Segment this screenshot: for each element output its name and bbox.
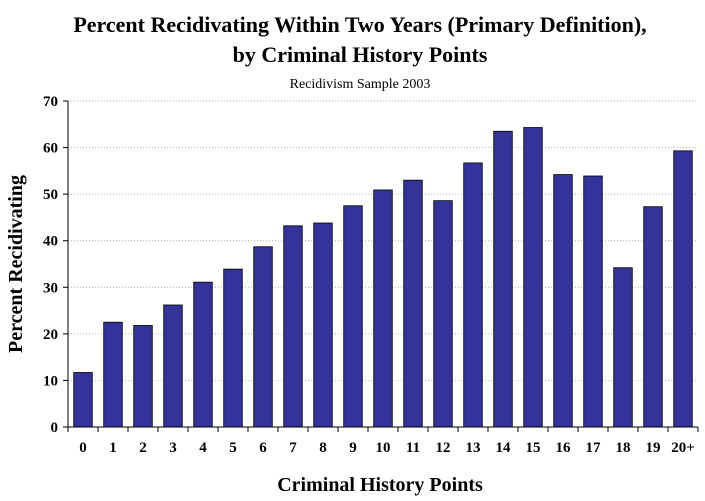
y-tick-label: 10	[43, 373, 58, 389]
bar-10	[373, 189, 393, 428]
y-tick-label: 30	[43, 280, 58, 296]
y-tick-label: 50	[43, 187, 58, 203]
bars-group	[73, 127, 693, 428]
x-tick-label: 6	[259, 440, 267, 456]
x-tick-label: 11	[406, 440, 420, 456]
x-tick-label: 8	[319, 440, 327, 456]
x-tick-label: 15	[526, 440, 541, 456]
y-axis-ticks: 0 10 20 30 40 50 60 70	[43, 94, 68, 436]
x-tick-label: 19	[646, 440, 661, 456]
x-tick-label: 9	[349, 440, 357, 456]
x-tick-label: 10	[376, 440, 391, 456]
bar-19	[643, 206, 663, 428]
bar-14	[493, 130, 513, 428]
bar-3	[163, 304, 183, 428]
x-tick-label: 2	[139, 440, 147, 456]
y-tick-label: 70	[43, 94, 58, 110]
bar-5	[223, 268, 243, 428]
y-axis-title: Percent Recidivating	[5, 175, 27, 353]
bar-6	[253, 246, 273, 428]
x-tick-label: 17	[586, 440, 602, 456]
x-tick-label: 18	[616, 440, 631, 456]
x-tick-label: 0	[79, 440, 87, 456]
chart-title-line-1: Percent Recidivating Within Two Years (P…	[73, 12, 646, 37]
bar-2	[133, 325, 153, 428]
x-tick-label: 5	[229, 440, 237, 456]
x-tick-label: 20+	[671, 440, 695, 456]
bar-13	[463, 162, 483, 428]
bar-9	[343, 205, 363, 428]
y-tick-label: 20	[43, 327, 58, 343]
bar-18	[613, 267, 633, 428]
bar-4	[193, 281, 213, 428]
x-tick-label: 7	[289, 440, 297, 456]
x-axis-ticks: 0 1 2 3 4 5 6 7 8 9 10 11 12 13 14 15 16 17 18 19 20+	[67, 427, 699, 456]
x-tick-label: 16	[556, 440, 572, 456]
y-tick-label: 60	[43, 141, 58, 157]
x-axis-title: Criminal History Points	[277, 474, 483, 496]
x-tick-label: 12	[436, 440, 451, 456]
chart-subtitle: Recidivism Sample 2003	[290, 77, 431, 92]
bar-0	[73, 372, 93, 428]
x-tick-label: 14	[496, 440, 512, 456]
x-tick-label: 13	[466, 440, 481, 456]
bar-16	[553, 174, 573, 428]
bar-1	[103, 321, 123, 428]
y-tick-label: 40	[43, 234, 58, 250]
bar-20plus	[673, 150, 693, 428]
bar-12	[433, 200, 453, 428]
x-tick-label: 3	[169, 440, 177, 456]
bar-11	[403, 179, 423, 428]
y-tick-label: 0	[51, 420, 59, 436]
x-tick-label: 4	[199, 440, 207, 456]
chart-title-line-2: by Criminal History Points	[233, 42, 488, 67]
bar-7	[283, 225, 303, 428]
bar-17	[583, 175, 603, 428]
bar-15	[523, 127, 543, 428]
bar-8	[313, 222, 333, 428]
x-tick-label: 1	[109, 440, 117, 456]
